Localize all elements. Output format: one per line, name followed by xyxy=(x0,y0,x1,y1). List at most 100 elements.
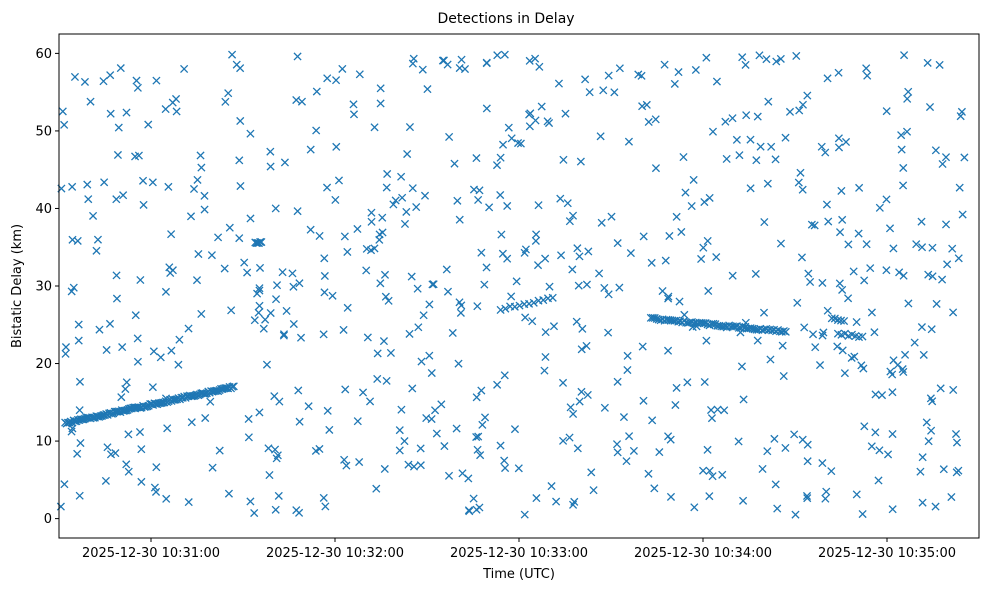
data-point xyxy=(250,316,259,325)
data-point xyxy=(379,337,389,346)
data-point xyxy=(734,437,743,446)
data-point xyxy=(402,207,411,216)
data-point xyxy=(566,403,575,412)
data-point xyxy=(952,468,961,477)
data-point xyxy=(120,406,129,415)
data-point xyxy=(771,480,780,489)
data-point xyxy=(428,280,437,289)
data-point xyxy=(811,343,820,352)
data-point xyxy=(577,345,586,354)
data-point xyxy=(821,494,830,503)
data-point xyxy=(895,268,904,277)
data-point xyxy=(852,490,861,499)
data-point xyxy=(781,327,790,336)
data-point xyxy=(76,438,85,448)
data-point xyxy=(271,204,280,213)
data-point xyxy=(916,467,925,476)
data-point xyxy=(293,207,302,216)
data-point xyxy=(236,116,245,126)
data-point xyxy=(103,443,112,452)
data-point xyxy=(541,254,550,263)
data-point xyxy=(539,296,548,305)
data-point xyxy=(532,494,541,503)
data-point xyxy=(161,105,170,114)
data-point xyxy=(150,483,159,492)
data-point xyxy=(893,360,902,370)
data-point xyxy=(795,106,804,115)
data-point xyxy=(197,163,206,172)
data-point xyxy=(365,397,375,406)
data-point xyxy=(419,311,428,320)
data-point xyxy=(521,245,530,254)
data-point xyxy=(383,169,392,179)
data-point xyxy=(804,269,813,278)
data-point xyxy=(836,316,846,325)
data-point xyxy=(474,432,483,441)
y-tick-label: 10 xyxy=(35,435,52,450)
data-point xyxy=(180,64,189,73)
data-point xyxy=(573,444,582,453)
data-point xyxy=(760,218,769,227)
data-point xyxy=(133,83,142,92)
data-point xyxy=(408,384,417,393)
data-point xyxy=(700,377,709,387)
data-point xyxy=(958,210,967,219)
data-point xyxy=(903,94,912,103)
data-point xyxy=(629,446,638,455)
data-point xyxy=(473,302,482,311)
data-point xyxy=(720,406,729,415)
data-point xyxy=(700,197,709,207)
data-point xyxy=(622,457,631,466)
data-point xyxy=(380,464,389,474)
data-point xyxy=(626,249,635,258)
data-point xyxy=(340,232,349,241)
data-point xyxy=(175,335,184,344)
data-point xyxy=(790,430,799,439)
data-point xyxy=(607,212,616,221)
data-point xyxy=(407,272,416,281)
data-point xyxy=(141,402,150,411)
data-point xyxy=(221,97,230,106)
data-point xyxy=(866,264,875,273)
data-point xyxy=(650,484,659,493)
data-point xyxy=(810,221,819,230)
data-point xyxy=(705,466,714,475)
data-point xyxy=(838,346,847,355)
data-point xyxy=(525,56,534,65)
data-point xyxy=(807,220,816,229)
data-point xyxy=(137,445,146,454)
data-point xyxy=(548,293,557,302)
data-point xyxy=(503,201,512,211)
data-point xyxy=(772,57,781,66)
data-point xyxy=(455,215,464,224)
data-point xyxy=(623,365,632,375)
data-point xyxy=(469,494,478,503)
data-point xyxy=(680,310,689,319)
data-point xyxy=(501,304,510,313)
data-point xyxy=(212,386,221,395)
data-point xyxy=(75,406,84,415)
data-point xyxy=(655,448,664,457)
data-point xyxy=(936,384,945,393)
data-point xyxy=(871,390,880,399)
data-point xyxy=(400,219,410,229)
data-point xyxy=(670,79,679,88)
data-point xyxy=(73,236,82,245)
data-point xyxy=(834,134,843,143)
data-point xyxy=(227,306,236,315)
data-point xyxy=(414,323,423,332)
data-point xyxy=(615,64,624,73)
data-point xyxy=(367,208,376,217)
data-point xyxy=(450,159,459,168)
data-point xyxy=(569,409,578,419)
data-point xyxy=(321,502,330,511)
data-point xyxy=(280,158,289,167)
data-point xyxy=(162,494,171,503)
data-point xyxy=(888,370,897,379)
data-point xyxy=(613,377,622,386)
data-point xyxy=(912,240,921,249)
data-point xyxy=(675,297,684,306)
data-point xyxy=(332,76,341,85)
data-point xyxy=(266,147,275,156)
y-tick-label: 0 xyxy=(44,512,52,527)
